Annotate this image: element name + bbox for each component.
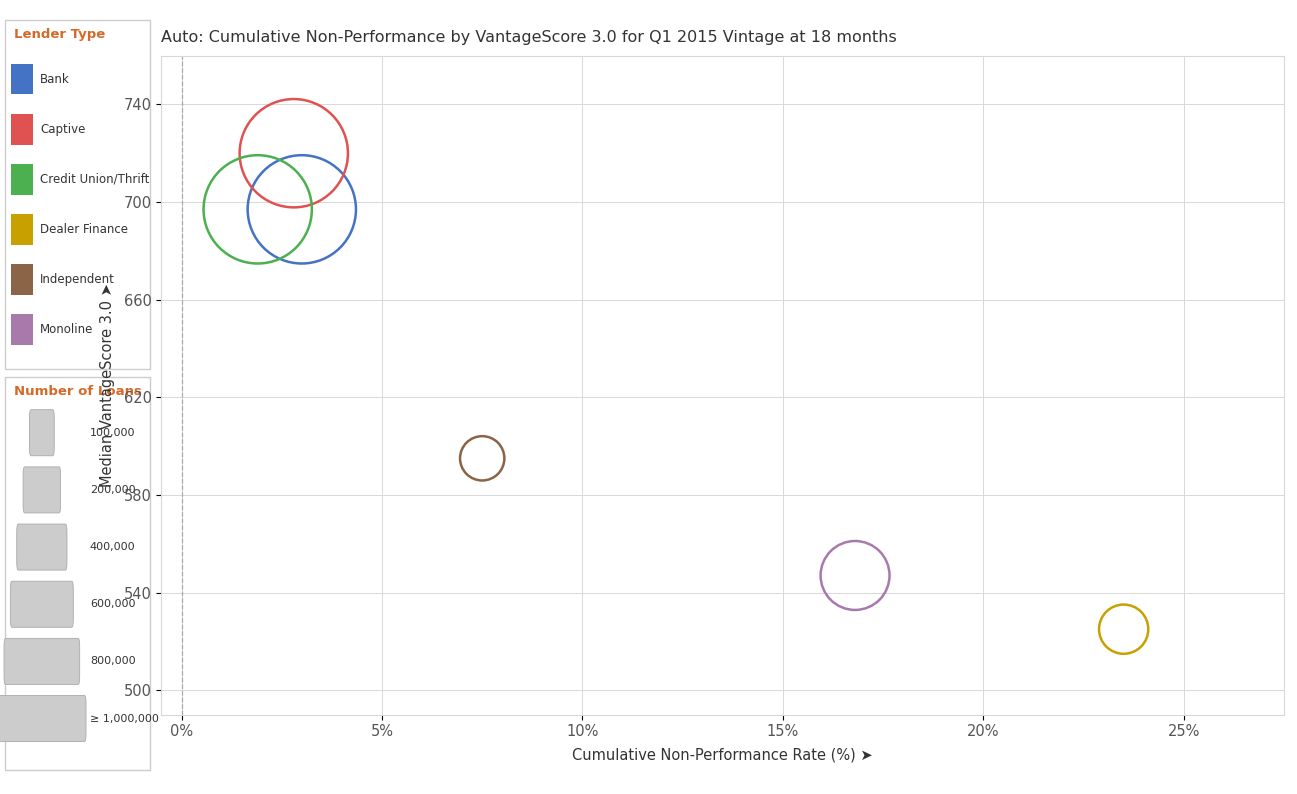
Point [284,147,305,160]
Text: Captive: Captive [40,123,86,136]
Bar [10,214,32,245]
Text: Auto: Cumulative Non-Performance by VantageScore 3.0 for Q1 2015 Vintage at 18 m: Auto: Cumulative Non-Performance by Vant… [162,29,898,44]
Y-axis label: Median VantageScore 3.0 ➤: Median VantageScore 3.0 ➤ [100,283,115,487]
Text: Bank: Bank [40,73,70,86]
FancyBboxPatch shape [30,410,54,456]
Bar [10,264,32,295]
Text: 400,000: 400,000 [89,542,135,552]
Text: 600,000: 600,000 [89,599,135,609]
Text: 100,000: 100,000 [89,428,135,437]
FancyBboxPatch shape [10,581,74,627]
Text: ≥ 1,000,000: ≥ 1,000,000 [89,714,158,723]
FancyBboxPatch shape [0,696,86,742]
Bar [5,20,150,369]
X-axis label: Cumulative Non-Performance Rate (%) ➤: Cumulative Non-Performance Rate (%) ➤ [572,748,873,763]
Bar [5,377,150,770]
Bar [10,314,32,345]
Text: 200,000: 200,000 [89,485,135,495]
FancyBboxPatch shape [4,638,79,684]
Point [1113,622,1134,635]
Text: Lender Type: Lender Type [14,28,105,40]
Bar [10,64,32,94]
Text: Dealer Finance: Dealer Finance [40,223,128,236]
Text: Number of Loans: Number of Loans [14,385,141,398]
Point [292,203,313,216]
FancyBboxPatch shape [23,467,61,513]
Text: Monoline: Monoline [40,323,93,336]
Point [844,569,865,582]
Bar [10,164,32,195]
FancyBboxPatch shape [17,524,67,570]
Bar [10,114,32,145]
Text: Credit Union/Thrift: Credit Union/Thrift [40,173,149,186]
Point [472,452,493,464]
Point [248,203,268,216]
Text: 800,000: 800,000 [89,657,135,666]
Text: Independent: Independent [40,273,115,286]
